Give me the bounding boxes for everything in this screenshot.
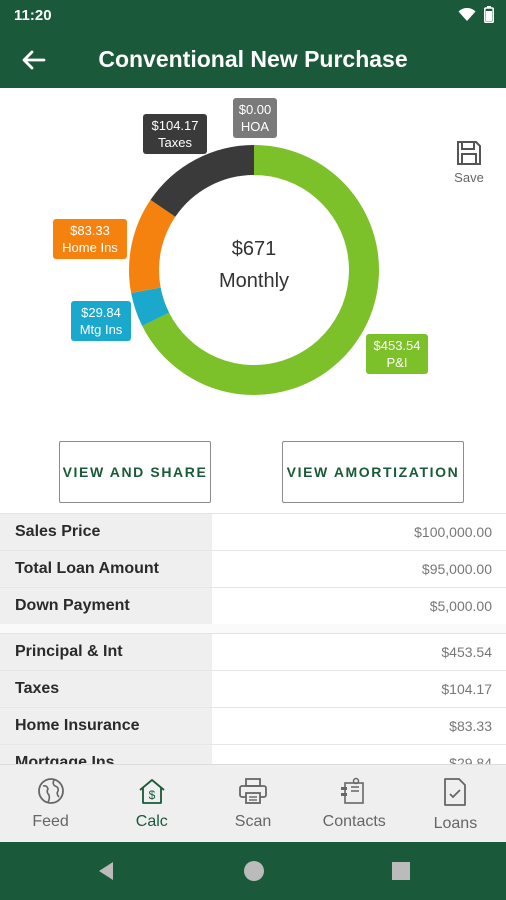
row-label: Down Payment <box>0 588 212 624</box>
save-label: Save <box>454 170 484 185</box>
row-value: $100,000.00 <box>414 524 492 540</box>
row-label: Total Loan Amount <box>0 551 212 587</box>
home-circle-icon[interactable] <box>243 860 265 882</box>
document-check-icon <box>444 778 467 806</box>
wifi-icon <box>458 7 476 21</box>
nav-item-contacts[interactable]: Contacts <box>304 765 405 842</box>
mtg-ins-callout: $29.84 Mtg Ins <box>71 301 131 341</box>
table-row: Down Payment $5,000.00 <box>0 588 506 625</box>
view-and-share-button[interactable]: VIEW AND SHARE <box>59 441 211 503</box>
globe-icon <box>37 778 64 804</box>
nav-label: Calc <box>135 813 168 830</box>
nav-label: Scan <box>234 813 272 830</box>
taxes-label: Taxes <box>158 135 192 150</box>
pi-label: P&I <box>386 355 408 370</box>
row-value: $104.17 <box>441 681 492 697</box>
table-row: Home Insurance $83.33 <box>0 708 506 745</box>
row-value: $5,000.00 <box>429 598 492 614</box>
section-divider <box>0 624 506 633</box>
contacts-icon <box>341 777 365 804</box>
recents-square-icon[interactable] <box>390 860 412 882</box>
app-bar: Conventional New Purchase <box>0 32 506 88</box>
row-label: Sales Price <box>0 514 212 550</box>
table-row: Taxes $104.17 <box>0 671 506 708</box>
nav-item-loans[interactable]: Loans <box>405 765 506 842</box>
nav-item-feed[interactable]: Feed <box>0 765 101 842</box>
payment-donut-chart <box>129 145 379 395</box>
status-icons <box>458 6 494 23</box>
table-row: Principal & Int $453.54 <box>0 634 506 671</box>
home-ins-callout: $83.33 Home Ins <box>53 219 127 259</box>
mtg-ins-slice <box>131 287 170 327</box>
payment-breakdown-table: Principal & Int $453.54 Taxes $104.17 Ho… <box>0 633 506 782</box>
svg-text:$: $ <box>148 788 155 802</box>
arrow-left-icon <box>22 50 46 70</box>
bottom-nav: Feed $ Calc Scan Contacts Loans <box>0 764 506 842</box>
home-ins-amount: $83.33 <box>70 223 110 238</box>
row-value: $453.54 <box>441 644 492 660</box>
home-ins-slice <box>129 199 176 294</box>
nav-item-scan[interactable]: Scan <box>202 765 303 842</box>
mtg-ins-label: Mtg Ins <box>79 322 123 337</box>
taxes-callout: $104.17 Taxes <box>143 114 207 154</box>
save-button[interactable]: Save <box>444 140 494 185</box>
pi-callout: $453.54 P&I <box>366 334 428 374</box>
table-row: Sales Price $100,000.00 <box>0 514 506 551</box>
monthly-total-label: Monthly <box>218 270 290 292</box>
loan-summary-table: Sales Price $100,000.00 Total Loan Amoun… <box>0 513 506 625</box>
save-icon <box>457 141 481 165</box>
row-label: Taxes <box>0 671 212 707</box>
page-title: Conventional New Purchase <box>98 46 408 72</box>
row-label: Home Insurance <box>0 708 212 744</box>
hoa-amount: $0.00 <box>238 102 272 117</box>
nav-label: Contacts <box>322 813 386 830</box>
taxes-slice <box>150 145 255 218</box>
status-time: 11:20 <box>14 7 52 24</box>
hoa-label: HOA <box>240 119 270 134</box>
nav-label: Feed <box>32 813 69 830</box>
table-row: Total Loan Amount $95,000.00 <box>0 551 506 588</box>
row-label: Principal & Int <box>0 634 212 670</box>
pi-slice <box>142 145 379 395</box>
nav-item-calc[interactable]: $ Calc <box>101 765 202 842</box>
row-value: $95,000.00 <box>421 561 492 577</box>
payment-chart-area: $671 Monthly $0.00 HOA $104.17 Taxes $83… <box>0 88 506 428</box>
home-ins-label: Home Ins <box>62 240 118 255</box>
nav-label: Loans <box>433 815 478 832</box>
house-dollar-icon: $ <box>139 779 165 804</box>
system-nav-bar <box>0 842 506 900</box>
taxes-amount: $104.17 <box>151 118 199 133</box>
pi-amount: $453.54 <box>373 338 421 353</box>
view-amortization-button[interactable]: VIEW AMORTIZATION <box>282 441 464 503</box>
back-triangle-icon[interactable] <box>95 860 117 882</box>
monthly-total-amount: $671 <box>231 238 277 260</box>
mtg-ins-amount: $29.84 <box>81 305 121 320</box>
status-bar: 11:20 <box>0 0 506 32</box>
printer-icon <box>239 778 267 804</box>
battery-icon <box>484 6 494 23</box>
back-button[interactable] <box>16 46 52 74</box>
hoa-callout: $0.00 HOA <box>233 98 277 138</box>
row-value: $83.33 <box>449 718 492 734</box>
